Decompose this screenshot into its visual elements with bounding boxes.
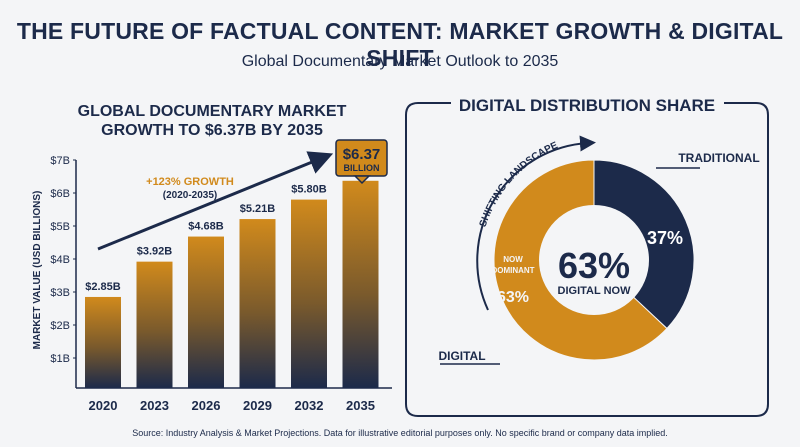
donut-panel-frame [405,102,769,417]
digital-label: DIGITAL [438,349,485,363]
bar-label-group: $2.85B $3.92B $4.68B $5.21B $5.80B [85,184,327,293]
bar-2020 [85,296,121,388]
traditional-slice-percent: 37% [647,228,683,248]
bar-group [85,180,379,388]
callout-value: $6.37 [343,146,381,163]
digital-slice-percent: 63% [497,289,529,306]
x-tick-label: 2035 [346,398,375,413]
y-tick-label: $5B [50,221,70,233]
y-tick-label: $1B [50,353,70,365]
bar-data-label: $3.92B [137,246,173,258]
bar-2029 [239,219,276,388]
x-tick-label: 2029 [243,398,272,413]
bar-2035 [342,180,379,388]
y-tick-label: $2B [50,320,70,332]
bar-data-label: $5.80B [291,184,327,196]
bar-chart-title-line2: GROWTH TO $6.37B BY 2035 [101,122,323,139]
callout-pointer [353,175,371,185]
donut-panel-title: DIGITAL DISTRIBUTION SHARE [459,96,715,115]
y-tick-group: $1B $2B $3B $4B $5B $6B $7B [50,155,76,365]
now-dominant-line2: DOMINANT [491,266,534,275]
bar-data-label: $5.21B [240,203,276,215]
x-tick-label: 2020 [89,398,118,413]
y-tick-label: $4B [50,254,70,266]
y-tick-label: $6B [50,188,70,200]
traditional-label: TRADITIONAL [678,151,759,165]
bar-data-label: $4.68B [188,221,224,233]
page-title: THE FUTURE OF FACTUAL CONTENT: MARKET GR… [16,18,784,71]
donut-center-label: DIGITAL NOW [558,285,632,297]
bar-2026 [188,236,224,388]
donut-hole [539,205,649,315]
bar-data-label: $2.85B [85,281,121,293]
bar-2023 [136,261,173,388]
x-tick-group: 2020 2023 2026 2029 2032 2035 [89,398,375,413]
y-tick-label: $7B [50,155,70,167]
callout-unit: BILLION [344,163,380,173]
growth-arrow [97,151,334,251]
y-axis-label: MARKET VALUE (USD BILLIONS) [32,191,43,350]
x-tick-label: 2026 [192,398,221,413]
x-tick-label: 2023 [140,398,169,413]
bar-2032 [291,199,327,388]
bar-chart-title-line1: GLOBAL DOCUMENTARY MARKET [78,103,347,120]
y-tick-label: $3B [50,287,70,299]
now-dominant-line1: NOW [503,255,523,264]
shifting-arc-arrow [476,135,596,311]
callout-box: $6.37 BILLION [335,139,388,185]
growth-label: +123% GROWTH [146,176,234,188]
growth-period: (2020-2035) [163,190,217,201]
x-tick-label: 2032 [295,398,324,413]
source-footnote: Source: Industry Analysis & Market Proje… [132,428,668,438]
page-subtitle: Global Documentary Market Outlook to 203… [241,53,559,70]
donut-center-value: 63% [558,245,630,286]
